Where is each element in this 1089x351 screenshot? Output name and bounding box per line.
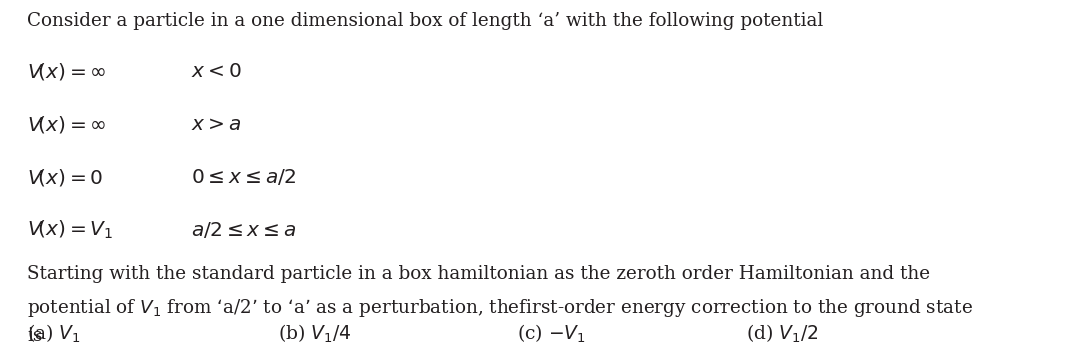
Text: (c) $-V_1$: (c) $-V_1$	[517, 322, 586, 345]
Text: (b) $V_1/4$: (b) $V_1/4$	[278, 322, 352, 345]
Text: is: is	[27, 327, 42, 345]
Text: $x<0$: $x<0$	[191, 62, 241, 81]
Text: $x>a$: $x>a$	[191, 115, 241, 134]
Text: $V\!(x)=V_1$: $V\!(x)=V_1$	[27, 219, 113, 241]
Text: $0\leq x\leq a/2$: $0\leq x\leq a/2$	[191, 167, 296, 187]
Text: Starting with the standard particle in a box hamiltonian as the zeroth order Ham: Starting with the standard particle in a…	[27, 265, 930, 283]
Text: $V\!(x)=\infty$: $V\!(x)=\infty$	[27, 61, 107, 82]
Text: (a) $V_1$: (a) $V_1$	[27, 322, 81, 345]
Text: Consider a particle in a one dimensional box of length ‘a’ with the following po: Consider a particle in a one dimensional…	[27, 12, 823, 30]
Text: potential of $V_1$ from ‘a/2’ to ‘a’ as a perturbation, thefirst-order energy co: potential of $V_1$ from ‘a/2’ to ‘a’ as …	[27, 297, 974, 319]
Text: $a/2\leq x\leq a$: $a/2\leq x\leq a$	[191, 220, 296, 240]
Text: $V\!(x)=0$: $V\!(x)=0$	[27, 167, 103, 188]
Text: $V\!(x)=\infty$: $V\!(x)=\infty$	[27, 114, 107, 135]
Text: (d) $V_1/2$: (d) $V_1/2$	[746, 322, 818, 345]
